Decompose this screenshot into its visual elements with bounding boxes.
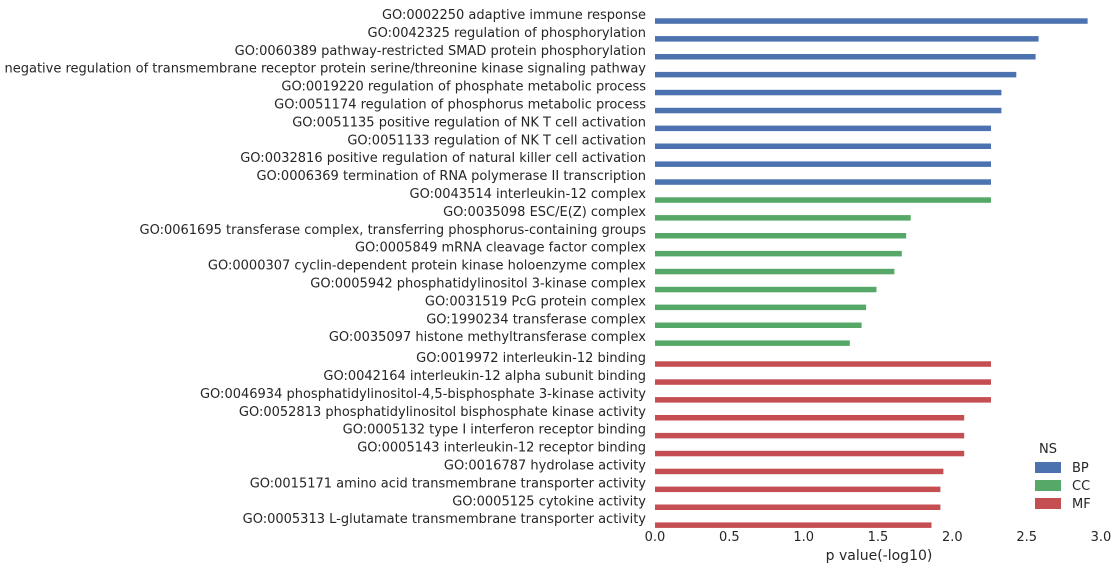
- category-label: GO:0005143 interleukin-12 receptor bindi…: [357, 441, 646, 456]
- category-label: GO:0061695 transferase complex, transfer…: [140, 223, 647, 238]
- category-label: GO:0035098 ESC/E(Z) complex: [443, 205, 646, 220]
- x-tick-label: 1.5: [868, 530, 889, 545]
- x-tick-label: 1.0: [793, 530, 814, 545]
- x-axis-ticks: 0.0 0.5 1.0 1.5 2.0 2.5 3.0: [645, 530, 1112, 545]
- bar-cc: [655, 286, 877, 293]
- x-tick-label: 3.0: [1091, 530, 1112, 545]
- category-label: GO:0032816 positive regulation of natura…: [240, 151, 646, 166]
- bar-bp: [655, 71, 1017, 78]
- bar-bp: [655, 18, 1088, 24]
- category-labels: GO:0002250 adaptive immune response GO:00…: [0, 8, 646, 527]
- legend-label-cc: CC: [1072, 479, 1090, 494]
- bar-cc: [655, 233, 907, 239]
- bar-cc: [655, 268, 895, 275]
- legend-swatch-mf: [1035, 498, 1061, 509]
- bar-bp: [655, 179, 991, 185]
- bar-mf: [655, 379, 991, 385]
- bar-bp: [655, 125, 991, 132]
- bar-cc: [655, 304, 867, 311]
- category-label: GO:0051174 regulation of phosphorus meta…: [274, 98, 646, 113]
- legend-label-bp: BP: [1072, 461, 1089, 476]
- legend-entries: BP CC MF: [1035, 461, 1091, 512]
- category-label: GO:0005125 cytokine activity: [452, 494, 646, 509]
- category-label: GO:0090101 negative regulation of transm…: [0, 62, 646, 77]
- x-tick-label: 0.0: [645, 530, 666, 545]
- bar-cc: [655, 197, 991, 203]
- bar-cc: [655, 250, 902, 257]
- bar-bp: [655, 161, 991, 167]
- category-label: GO:0051135 positive regulation of NK T c…: [292, 115, 646, 130]
- category-label: GO:0019972 interleukin-12 binding: [416, 351, 646, 366]
- legend-label-mf: MF: [1072, 497, 1091, 512]
- bar-cc: [655, 340, 850, 346]
- category-label: GO:0051133 regulation of NK T cell activ…: [347, 133, 646, 148]
- legend-title: NS: [1039, 442, 1057, 457]
- category-label: GO:0060389 pathway-restricted SMAD prote…: [235, 44, 646, 59]
- bar-mf: [655, 397, 991, 403]
- bar-bp: [655, 143, 991, 149]
- bar-mf: [655, 361, 991, 367]
- bar-mf: [655, 432, 965, 439]
- category-label: GO:0002250 adaptive immune response: [382, 8, 646, 23]
- x-tick-label: 2.5: [1016, 530, 1037, 545]
- bar-mf: [655, 486, 941, 493]
- category-label: GO:0031519 PcG protein complex: [425, 294, 646, 309]
- legend-swatch-cc: [1035, 480, 1061, 491]
- category-label: GO:0035097 histone methyltransferase com…: [329, 330, 646, 345]
- category-label: GO:0042164 interleukin-12 alpha subunit …: [323, 369, 646, 384]
- category-label: GO:0005313 L-glutamate transmembrane tra…: [243, 512, 647, 527]
- category-label: GO:0046934 phosphatidylinositol-4,5-bisp…: [200, 387, 646, 402]
- bar-cc: [655, 215, 911, 221]
- bar-bp: [655, 36, 1039, 42]
- bar-cc: [655, 322, 862, 328]
- category-label: GO:0005942 phosphatidylinositol 3-kinase…: [310, 277, 646, 292]
- bar-mf: [655, 522, 932, 528]
- category-label: GO:0042325 regulation of phosphorylation: [368, 26, 647, 41]
- bar-bp: [655, 107, 1002, 114]
- bar-mf: [655, 504, 941, 510]
- legend-swatch-bp: [1035, 462, 1061, 473]
- x-tick-label: 0.5: [719, 530, 740, 545]
- x-tick-label: 2.0: [942, 530, 963, 545]
- x-axis-label: p value(-log10): [826, 548, 933, 564]
- category-label: GO:1990234 transferase complex: [426, 312, 646, 327]
- bar-mf: [655, 415, 965, 421]
- category-label: GO:0005132 type I interferon receptor bi…: [343, 423, 646, 438]
- category-label: GO:0043514 interleukin-12 complex: [410, 187, 647, 202]
- bar-bp: [655, 54, 1036, 60]
- category-label: GO:0016787 hydrolase activity: [444, 459, 646, 474]
- category-label: GO:0052813 phosphatidylinositol bisphosp…: [239, 405, 646, 420]
- bar-mf: [655, 468, 944, 475]
- legend: NS BP CC MF: [1035, 442, 1091, 512]
- bar-mf: [655, 450, 965, 457]
- bar-bp: [655, 89, 1002, 96]
- category-label: GO:0000307 cyclin-dependent protein kina…: [208, 259, 646, 274]
- category-label: GO:0019220 regulation of phosphate metab…: [281, 80, 646, 95]
- category-label: GO:0006369 termination of RNA polymerase…: [256, 169, 646, 184]
- bars-layer: [655, 18, 1088, 528]
- category-label: GO:0015171 amino acid transmembrane tran…: [250, 476, 647, 491]
- category-label: GO:0005849 mRNA cleavage factor complex: [355, 241, 646, 256]
